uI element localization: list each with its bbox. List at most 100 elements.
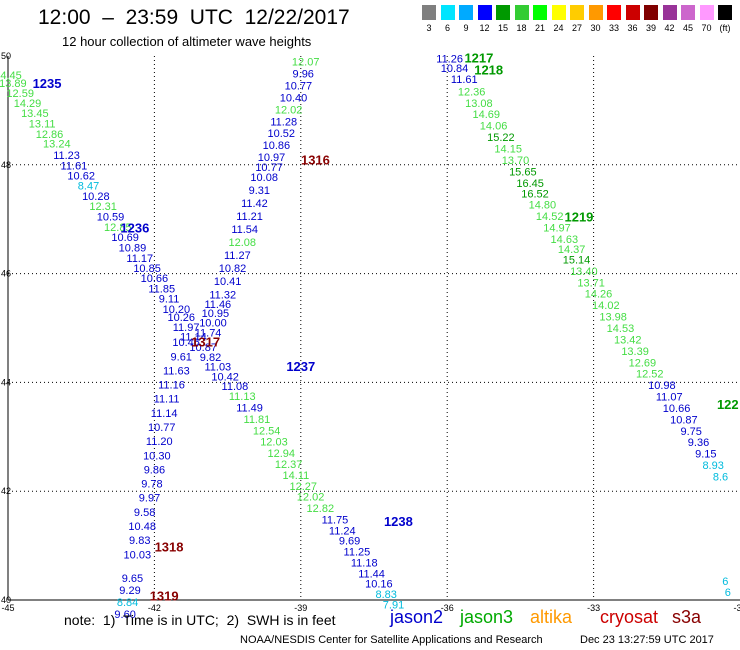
wave-height-point: 14.80 [529, 200, 557, 212]
wave-height-point: 11.24 [329, 525, 356, 537]
scale-label: 9 [463, 23, 469, 33]
wave-height-point: 10.89 [119, 242, 147, 254]
wave-height-point: 9.58 [134, 507, 155, 519]
scale-label: 21 [534, 23, 545, 33]
satellite-label: jason3 [460, 607, 514, 627]
scale-swatch [570, 5, 584, 20]
scale-label: 15 [497, 23, 508, 33]
scale-swatch [681, 5, 695, 20]
credit-text: NOAA/NESDIS Center for Satellite Applica… [240, 634, 543, 646]
satellite-label: cryosat [600, 607, 659, 627]
wave-height-point: 10.41 [214, 276, 242, 288]
wave-height-point: 12.36 [458, 86, 486, 98]
wave-height-point: 7.91 [383, 599, 404, 611]
wave-height-point: 11.18 [351, 557, 378, 569]
wave-height-point: 13.89 [0, 78, 27, 90]
wave-height-point: 12.52 [636, 369, 664, 381]
wave-height-point: 14.15 [494, 143, 522, 155]
wave-height-point: 12.37 [275, 459, 303, 471]
wave-height-point: 11.85 [148, 283, 175, 295]
wave-height-point: 10.48 [128, 521, 156, 533]
wave-height-point: 16.45 [516, 178, 544, 190]
wave-height-point: 10.28 [82, 191, 110, 203]
wave-height-point: 9.65 [122, 573, 143, 585]
wave-height-point: 12.85 [104, 222, 132, 234]
wave-height-point: 10.77 [285, 80, 313, 92]
wave-height-point: 10.30 [143, 450, 171, 462]
wave-height-point: 11.97 [173, 322, 200, 334]
wave-height-point: 10.03 [124, 549, 152, 561]
scale-label: 6 [444, 23, 450, 33]
wave-height-point: 11.27 [224, 250, 251, 262]
scale-swatch [422, 5, 436, 20]
wave-height-point: 10.16 [365, 579, 393, 591]
pass-number-label: 1317 [191, 335, 220, 350]
wave-height-point: 9.75 [680, 426, 701, 438]
wave-height-point: 10.66 [663, 403, 691, 415]
wave-height-point: 15.22 [487, 132, 515, 144]
wave-height-point: 11.28 [270, 116, 297, 128]
wave-height-point: 13.42 [614, 334, 642, 346]
wave-height-point: 10.95 [202, 308, 230, 320]
wave-height-point: 14.29 [14, 98, 42, 110]
scale-label: 24 [553, 23, 564, 33]
wave-height-point: 13.70 [502, 155, 530, 167]
chart-subtitle: 12 hour collection of altimeter wave hei… [62, 34, 312, 49]
scale-label: 45 [682, 23, 693, 33]
pass-number-label: 1319 [150, 589, 179, 604]
scale-swatch [662, 5, 677, 20]
x-tick-label: -33 [587, 603, 600, 613]
wave-height-point: 13.40 [570, 266, 598, 278]
pass-number-label: 1238 [384, 514, 413, 529]
wave-height-point: 11.44 [358, 568, 385, 580]
wave-height-point: 14.69 [472, 109, 500, 121]
wave-height-point: 11.61 [451, 74, 478, 86]
wave-height-point: 11.11 [154, 394, 180, 406]
wave-height-point: 12.31 [89, 201, 117, 213]
wave-height-point: 8.93 [702, 460, 723, 472]
wave-height-point: 11.20 [146, 436, 173, 448]
scale-swatch [514, 5, 529, 20]
wave-height-point: 11.75 [322, 514, 349, 526]
wave-height-point: 11.13 [229, 391, 256, 403]
wave-height-point: 12.94 [268, 448, 296, 460]
scale-label: (ft) [719, 23, 731, 33]
wave-height-point: 10.86 [263, 140, 291, 152]
wave-height-point: 13.98 [599, 312, 627, 324]
wave-height-point: 9.96 [293, 68, 314, 80]
scale-swatch [533, 5, 547, 20]
satellite-label: jason2 [390, 607, 444, 627]
wave-height-point: 8.6 [713, 472, 728, 484]
wave-height-point: 8.83 [375, 589, 396, 601]
wave-height-point: 11.17 [126, 253, 153, 265]
wave-height-point: 14.37 [558, 244, 586, 256]
wave-height-point: 10.42 [211, 371, 239, 383]
wave-height-point: 14.53 [607, 323, 635, 335]
wave-height-point: 12.07 [292, 56, 320, 68]
scale-swatch [459, 5, 473, 20]
wave-height-point: 12.86 [36, 129, 64, 141]
scale-swatch [477, 5, 492, 20]
footer-note: note: 1) Time is in UTC; 2) SWH is in fe… [64, 612, 336, 628]
wave-height-point: 10.87 [189, 342, 217, 354]
wave-height-point: 13.08 [465, 98, 493, 110]
wave-height-point: 15.14 [563, 254, 591, 266]
wave-height-point: 9.36 [688, 437, 709, 449]
wave-height-point: 11.14 [180, 332, 207, 344]
wave-height-point: 10.59 [97, 211, 125, 223]
scale-label: 70 [701, 23, 712, 33]
satellite-label: altika [530, 607, 573, 627]
wave-height-point: 11.81 [244, 414, 271, 426]
x-tick-label: -30 [733, 603, 740, 613]
wave-height-point: 8.84 [117, 597, 138, 609]
wave-height-point: 11.26 [436, 54, 463, 66]
wave-height-point: 9.15 [695, 449, 716, 461]
wave-height-point: 12.82 [307, 503, 335, 515]
wave-height-point: 12.59 [6, 88, 34, 100]
y-tick-label: 46 [1, 269, 11, 279]
x-tick-label: -45 [1, 603, 14, 613]
wave-height-point: 14.52 [536, 211, 564, 223]
wave-height-point: 9.86 [144, 464, 165, 476]
wave-height-point: 10.62 [67, 171, 95, 183]
wave-height-point: 10.77 [148, 422, 176, 434]
